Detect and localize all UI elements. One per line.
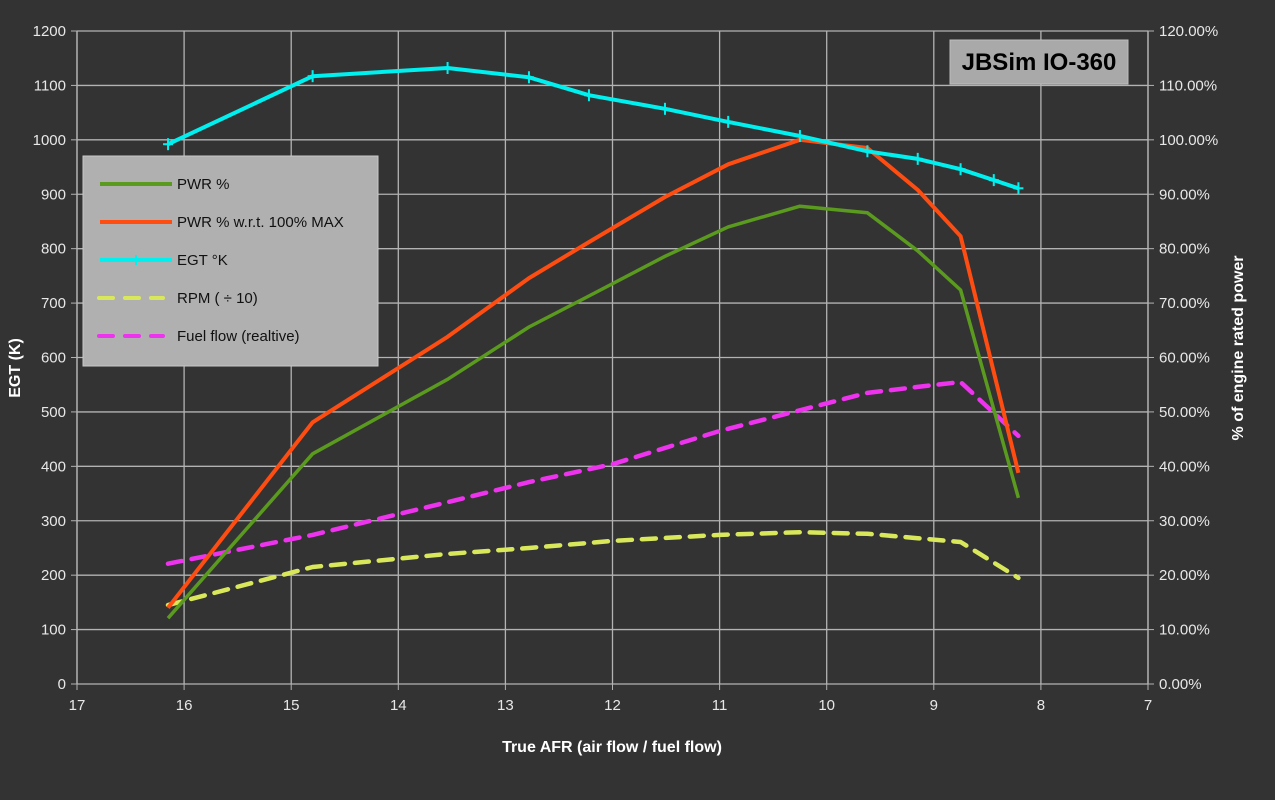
left-axis-ticks: 0 100 200 300 400 500 600 700 800 900 1000 1100 1200: [33, 23, 66, 693]
legend-label: Fuel flow (realtive): [177, 328, 300, 345]
legend-label: PWR %: [177, 176, 230, 193]
legend-label: RPM ( ÷ 10): [177, 290, 258, 307]
axes: [71, 30, 1154, 690]
y-right-tick-label: 80.00%: [1159, 241, 1210, 258]
right-axis-title: % of engine rated power: [1230, 256, 1247, 441]
y-tick-label: 300: [41, 513, 66, 530]
x-tick-label: 14: [390, 697, 407, 714]
y-tick-label: 0: [58, 676, 66, 693]
series-line-pwr: [166, 204, 1021, 620]
x-tick-label: 9: [930, 697, 938, 714]
y-tick-label: 600: [41, 350, 66, 367]
series-line-fuel-flow-realtive: [165, 379, 1021, 566]
right-axis-ticks: 0.00% 10.00% 20.00% 30.00% 40.00% 50.00% 60.00…: [1159, 23, 1218, 693]
x-tick-label: 7: [1144, 697, 1152, 714]
y-right-tick-label: 30.00%: [1159, 513, 1210, 530]
y-right-tick-label: 0.00%: [1159, 676, 1202, 693]
y-tick-label: 1000: [33, 132, 66, 149]
legend-item: PWR % w.r.t. 100% MAX: [100, 214, 344, 231]
y-tick-label: 800: [41, 241, 66, 258]
x-tick-label: 11: [712, 697, 728, 714]
y-right-tick-label: 90.00%: [1159, 186, 1210, 203]
x-axis-ticks: 17 16 15 14 13 12 11 10 9 8 7: [69, 697, 1153, 714]
x-tick-label: 13: [497, 697, 514, 714]
y-tick-label: 200: [41, 567, 66, 584]
y-right-tick-label: 60.00%: [1159, 350, 1210, 367]
chart-title-box: JBSim IO-360: [949, 39, 1129, 85]
series-line-rpm-10: [165, 529, 1021, 608]
y-tick-label: 1200: [33, 23, 66, 40]
y-right-tick-label: 40.00%: [1159, 458, 1210, 475]
x-tick-label: 10: [818, 697, 835, 714]
y-tick-label: 700: [41, 295, 66, 312]
legend-label: EGT °K: [177, 252, 228, 269]
legend-label: PWR % w.r.t. 100% MAX: [177, 214, 344, 231]
x-tick-label: 8: [1037, 697, 1045, 714]
y-tick-label: 100: [41, 622, 66, 639]
legend-item: RPM ( ÷ 10): [97, 290, 258, 307]
y-right-tick-label: 10.00%: [1159, 622, 1210, 639]
chart-title: JBSim IO-360: [962, 49, 1117, 76]
y-right-tick-label: 100.00%: [1159, 132, 1218, 149]
legend: PWR % PWR % w.r.t. 100% MAX EGT °K RPM ( ÷ …: [82, 155, 379, 367]
legend-item: PWR %: [100, 176, 230, 193]
y-right-tick-label: 50.00%: [1159, 404, 1210, 421]
legend-item: EGT °K: [100, 252, 228, 269]
y-right-tick-label: 70.00%: [1159, 295, 1210, 312]
series-line-pwr-w-r-t-100-max: [166, 137, 1021, 610]
x-tick-label: 12: [604, 697, 621, 714]
y-tick-label: 1100: [34, 77, 66, 94]
y-tick-label: 500: [41, 404, 66, 421]
y-tick-label: 400: [41, 458, 66, 475]
y-tick-label: 900: [41, 186, 66, 203]
y-right-tick-label: 120.00%: [1159, 23, 1218, 40]
y-right-tick-label: 20.00%: [1159, 567, 1210, 584]
y-right-tick-label: 110.00%: [1159, 77, 1217, 94]
x-tick-label: 16: [176, 697, 193, 714]
left-axis-title: EGT (K): [7, 338, 24, 398]
x-axis-title: True AFR (air flow / fuel flow): [502, 739, 722, 756]
x-tick-label: 15: [283, 697, 300, 714]
x-tick-label: 17: [69, 697, 86, 714]
legend-item: Fuel flow (realtive): [97, 328, 300, 345]
data-series: [163, 62, 1024, 620]
